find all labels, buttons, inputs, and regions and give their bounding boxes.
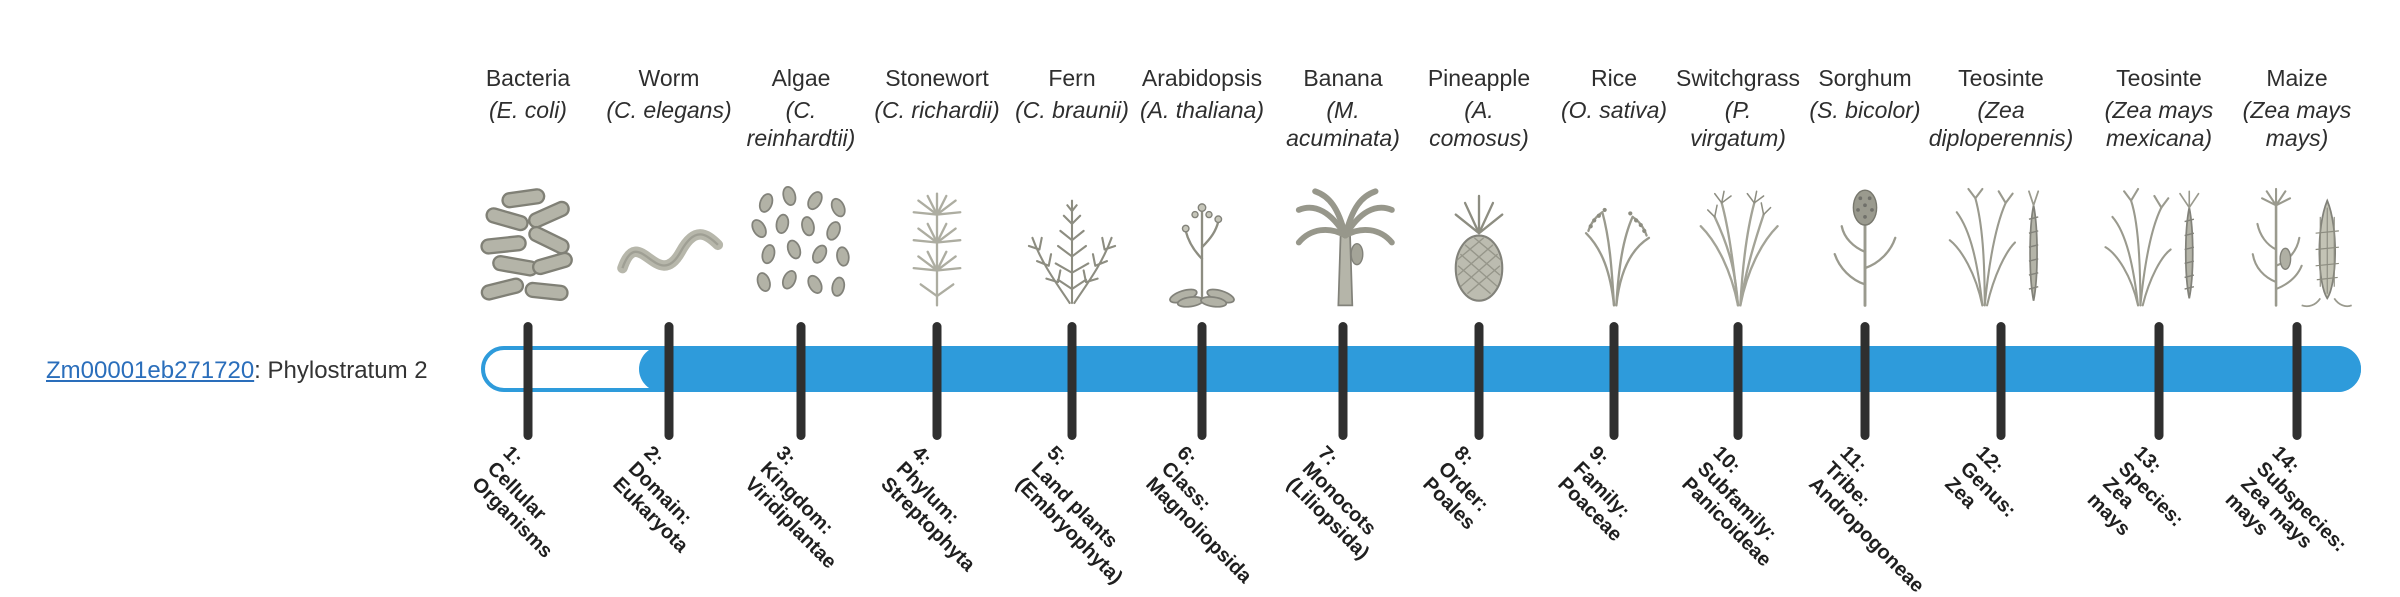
phylostratum-label-text: 1: Cellular Organisms — [467, 442, 557, 563]
phylostrata-figure: Zm00001eb271720: Phylostratum 2 Bacteria… — [46, 64, 2400, 597]
organism-column: Arabidopsis (A. thaliana) — [1109, 64, 1295, 310]
phylostratum-tick — [1996, 322, 2006, 440]
phylostratum-label-text: 2: Domain: Eukaryota — [608, 442, 697, 558]
organism-name: Pineapple — [1427, 65, 1531, 91]
teosinte-diploperennis-icon — [1941, 182, 2061, 310]
phylostratum-label: 8: Order: Poales — [1418, 442, 1529, 534]
organism-column: Switchgrass (P. virgatum) — [1645, 64, 1831, 310]
phylostratum-label-text: 11: Tribe: Andropogoneae — [1804, 442, 1929, 597]
organism-name: Maize — [2266, 65, 2328, 91]
organism-scientific-name: (Zea diploperennis) — [1928, 97, 2074, 151]
phylostratum-tick — [1860, 322, 1870, 440]
organism-scientific-name: (P. virgatum) — [1690, 97, 1786, 151]
organism-scientific-name: (C. reinhardtii) — [746, 97, 856, 151]
phylostratum-tick — [2292, 322, 2302, 440]
organism-name: Worm — [638, 65, 700, 91]
phylostratum-label-text: 10: Subfamily: Panicoideae — [1677, 442, 1781, 572]
gene-id-link[interactable]: Zm00001eb271720 — [46, 357, 255, 384]
organism-scientific-name: (A. comosus) — [1429, 97, 1529, 151]
organism-scientific-name: (O. sativa) — [1560, 97, 1668, 123]
phylostratum-tick — [1197, 322, 1207, 440]
organism-scientific-name: (E. coli) — [489, 97, 567, 123]
phylostratum-tick — [1338, 322, 1348, 440]
organism-column: Teosinte (Zea diploperennis) — [1908, 64, 2094, 310]
phylostrata-bar-fill — [639, 346, 2361, 392]
organism-name: Teosinte — [2116, 65, 2202, 91]
organism-scientific-name: (Zea mays mexicana) — [2104, 97, 2214, 151]
arabidopsis-icon — [1142, 182, 1262, 310]
phylostratum-label: 9: Family: Poaceae — [1553, 442, 1681, 546]
gene-label: Zm00001eb271720: Phylostratum 2 — [46, 357, 428, 385]
organism-scientific-name: (S. bicolor) — [1809, 97, 1921, 123]
organism-name: Stonewort — [885, 65, 989, 91]
organism-column: Algae (C. reinhardtii) — [708, 64, 894, 310]
phylostratum-tick — [523, 322, 533, 440]
phylostratum-label-text: 9: Family: Poaceae — [1553, 442, 1634, 547]
organism-column: Stonewort (C. richardii) — [844, 64, 1030, 310]
organism-name: Sorghum — [1818, 65, 1912, 91]
algae-icon — [741, 182, 861, 310]
organism-column: Fern (C. braunii) — [979, 64, 1165, 310]
organism-scientific-name: (A. thaliana) — [1139, 97, 1264, 123]
organism-name: Switchgrass — [1676, 65, 1800, 91]
phylostratum-tick — [1474, 322, 1484, 440]
organism-column: Worm (C. elegans) — [576, 64, 762, 310]
organism-column: Rice (O. sativa) — [1521, 64, 1707, 310]
organism-column: Teosinte (Zea mays mexicana) — [2066, 64, 2252, 310]
phylostratum-label: 14: Subspecies: Zea mays mays — [2221, 442, 2400, 556]
organism-name: Algae — [771, 65, 831, 91]
organism-column: Banana (M. acuminata) — [1250, 64, 1436, 310]
sorghum-icon — [1805, 182, 1925, 310]
phylostratum-tick — [932, 322, 942, 440]
phylostratum-label: 2: Domain: Eukaryota — [608, 442, 752, 557]
organism-scientific-name: (C. richardii) — [874, 97, 1000, 123]
phylostratum-tick — [1609, 322, 1619, 440]
phylostratum-label: 13: Species: Zea mays — [2083, 442, 2227, 540]
phylostratum-label: 1: Cellular Organisms — [467, 442, 618, 563]
organism-name: Fern — [1048, 65, 1096, 91]
phylostratum-label: 7: Monocots (Liliopsida) — [1282, 442, 1436, 564]
phylostratum-label-text: 3: Kingdom: Viridiplantae — [740, 442, 841, 574]
organism-name: Banana — [1303, 65, 1383, 91]
phylostratum-tick — [796, 322, 806, 440]
organism-name: Bacteria — [485, 65, 571, 91]
phylostratum-tick — [664, 322, 674, 440]
phylostratum-label-text: 13: Species: Zea mays — [2082, 442, 2188, 541]
organism-scientific-name: (C. braunii) — [1015, 97, 1129, 123]
teosinte-mexicana-icon — [2099, 182, 2219, 310]
gene-phylostratum-text: : Phylostratum 2 — [254, 357, 428, 384]
organism-scientific-name: (C. elegans) — [606, 97, 732, 123]
organism-column: Bacteria (E. coli) — [435, 64, 621, 310]
bacteria-icon — [468, 182, 588, 310]
banana-icon — [1283, 182, 1403, 310]
phylostratum-tick — [1733, 322, 1743, 440]
phylostratum-tick — [2154, 322, 2164, 440]
phylostratum-label: 12: Genus: Zea — [1940, 442, 2056, 522]
phylostratum-label-text: 14: Subspecies: Zea mays mays — [2220, 442, 2351, 557]
organism-name: Teosinte — [1958, 65, 2044, 91]
organism-name: Rice — [1590, 65, 1637, 91]
organism-column: Sorghum (S. bicolor) — [1772, 64, 1958, 310]
organism-column: Pineapple (A. comosus) — [1386, 64, 1572, 310]
phylostratum-tick — [1067, 322, 1077, 440]
organism-column: Maize (Zea mays mays) — [2204, 64, 2390, 310]
maize-icon — [2237, 182, 2357, 310]
organism-name: Arabidopsis — [1141, 65, 1263, 91]
organism-scientific-name: (M. acuminata) — [1286, 97, 1400, 151]
organism-scientific-name: (Zea mays mays) — [2242, 97, 2352, 151]
